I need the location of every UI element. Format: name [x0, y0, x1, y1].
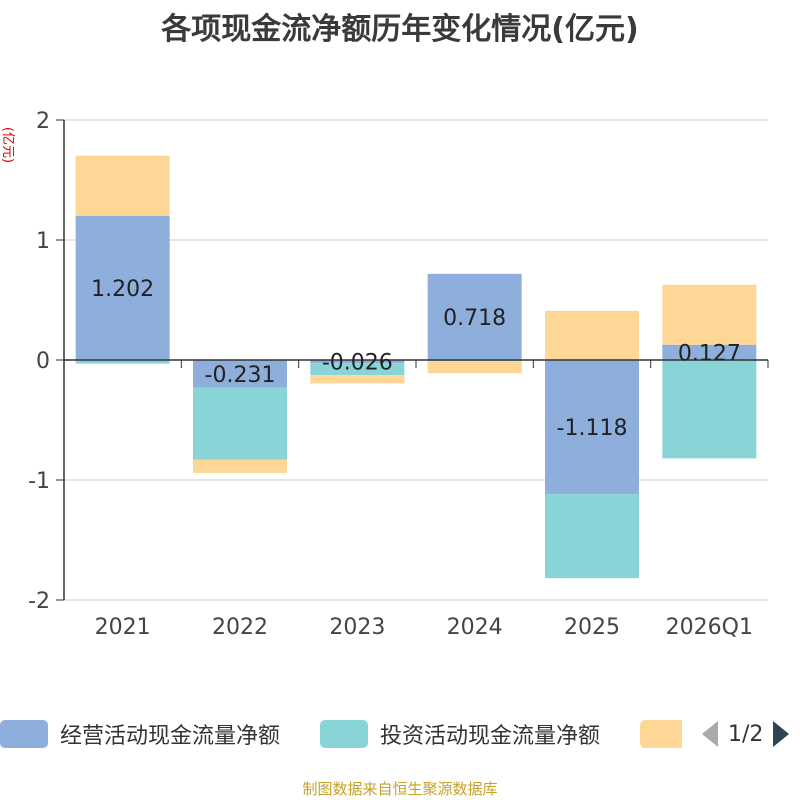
bar-segment	[75, 360, 170, 364]
legend-page-indicator: 1/2	[728, 721, 764, 747]
legend: 经营活动现金流量净额 投资活动现金流量净额 1/2	[0, 716, 800, 752]
data-label: -0.231	[205, 363, 276, 388]
y-tick-label: -1	[28, 469, 50, 494]
legend-pager: 1/2	[700, 716, 791, 752]
x-tick-label: 2024	[447, 615, 503, 640]
x-tick-label: 2021	[95, 615, 151, 640]
bar-segment	[662, 284, 757, 345]
bar-segment	[310, 360, 405, 364]
x-tick-label: 2023	[329, 615, 385, 640]
data-label: -0.026	[322, 351, 393, 376]
legend-item-investing[interactable]: 投资活动现金流量净额	[320, 716, 600, 752]
x-tick-label: 2026Q1	[666, 615, 753, 640]
x-tick-label: 2025	[564, 615, 620, 640]
y-tick-label: -2	[28, 589, 50, 614]
legend-swatch-operating	[0, 720, 48, 748]
bar-segment	[662, 360, 757, 459]
footer-source: 制图数据来自恒生聚源数据库	[302, 780, 498, 798]
bar-segment	[193, 459, 287, 473]
x-tick-label: 2022	[212, 615, 268, 640]
bar-segment	[310, 363, 405, 376]
bar-segment	[545, 360, 639, 495]
legend-swatch-investing	[320, 720, 368, 748]
bar-segment	[427, 361, 522, 374]
bar-segment	[75, 155, 170, 216]
bar-segment	[193, 387, 287, 460]
y-tick-label: 0	[36, 349, 50, 374]
y-tick-label: 1	[36, 229, 50, 254]
legend-next-icon[interactable]	[771, 719, 791, 749]
chart-title: 各项现金流净额历年变化情况(亿元)	[161, 12, 639, 47]
data-label: 1.202	[91, 277, 154, 302]
legend-swatch-financing	[640, 720, 682, 748]
bar-segment	[545, 494, 639, 579]
bar-segment	[75, 215, 170, 360]
legend-label-operating: 经营活动现金流量净额	[60, 724, 281, 749]
data-label: -1.118	[557, 416, 628, 441]
bar-segment	[545, 310, 639, 360]
legend-item-financing[interactable]	[640, 716, 682, 752]
y-axis-unit: (亿元)	[0, 127, 15, 163]
data-label: 0.127	[678, 341, 741, 366]
bar-segment	[193, 360, 287, 388]
bar-segment	[427, 273, 522, 360]
legend-prev-icon[interactable]	[700, 719, 720, 749]
bar-segment	[310, 375, 405, 384]
legend-label-investing: 投资活动现金流量净额	[380, 724, 601, 749]
data-label: 0.718	[443, 306, 506, 331]
legend-item-operating[interactable]: 经营活动现金流量净额	[0, 716, 280, 752]
bar-segment	[662, 344, 757, 360]
y-tick-label: 2	[36, 109, 50, 134]
